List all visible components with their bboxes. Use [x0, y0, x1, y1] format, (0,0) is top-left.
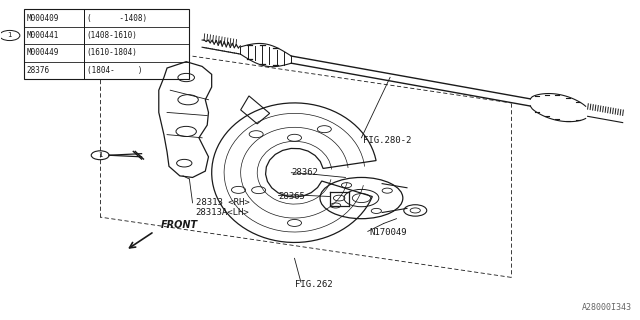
- Text: (1804-     ): (1804- ): [87, 66, 142, 75]
- Text: N170049: N170049: [370, 228, 407, 237]
- Text: (1610-1804): (1610-1804): [87, 48, 138, 57]
- Text: M000441: M000441: [26, 31, 59, 40]
- Text: 28376: 28376: [26, 66, 49, 75]
- Bar: [24, 9, 189, 79]
- Text: (1408-1610): (1408-1610): [87, 31, 138, 40]
- Text: 1: 1: [98, 152, 102, 158]
- Text: M000409: M000409: [26, 13, 59, 22]
- Text: 28313A<LH>: 28313A<LH>: [196, 208, 250, 217]
- Text: FRONT: FRONT: [161, 220, 198, 230]
- Text: 1: 1: [8, 33, 12, 38]
- Text: FIG.262: FIG.262: [294, 280, 332, 289]
- Text: 28362: 28362: [291, 168, 318, 177]
- Text: 28313 <RH>: 28313 <RH>: [196, 198, 250, 207]
- Text: 28365: 28365: [278, 192, 305, 201]
- Text: (      -1408): ( -1408): [87, 13, 147, 22]
- Text: FIG.280-2: FIG.280-2: [363, 136, 411, 145]
- Text: M000449: M000449: [26, 48, 59, 57]
- Text: A28000I343: A28000I343: [582, 303, 632, 312]
- Circle shape: [0, 30, 20, 41]
